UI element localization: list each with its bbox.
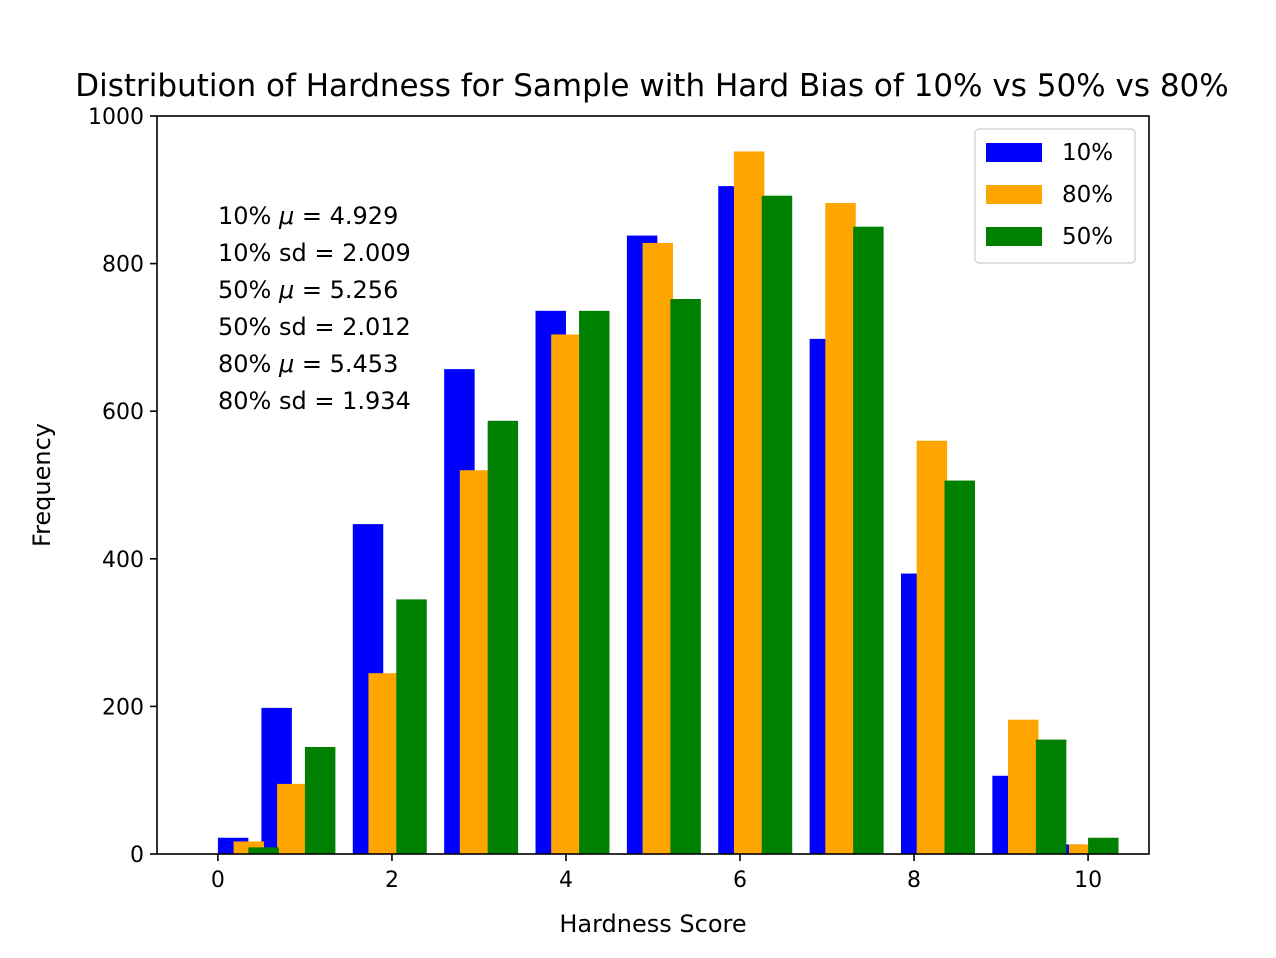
y-tick-label-0: 0 [130, 843, 144, 868]
legend-swatch-0 [986, 143, 1042, 162]
bar-s1-1 [277, 783, 308, 854]
y-tick-label-4: 800 [102, 253, 144, 278]
stat-annotation-3: 50% sd = 2.012 [218, 313, 411, 341]
x-ticks: 0 2 4 6 8 10 [211, 854, 1102, 893]
bar-s2-9 [1035, 739, 1067, 854]
legend-label-2: 50% [1062, 224, 1113, 250]
legend-label-0: 10% [1062, 140, 1113, 166]
x-tick-label-4: 8 [907, 868, 921, 893]
bar-s1-5 [642, 242, 674, 854]
legend-swatch-1 [986, 185, 1042, 204]
stats-annotations: 10% μ = 4.929 10% sd = 2.009 50% μ = 5.256… [218, 202, 411, 415]
bar-s2-2 [396, 599, 427, 854]
bar-s2-8 [944, 480, 975, 854]
x-tick-label-1: 2 [385, 868, 399, 893]
bar-s2-5 [670, 299, 701, 854]
chart-title: Distribution of Hardness for Sample with… [75, 68, 1228, 104]
bar-s2-0 [248, 847, 279, 854]
bar-s1-6 [733, 151, 765, 855]
stat-annotation-0: 10% μ = 4.929 [218, 202, 398, 230]
bar-s1-8 [916, 440, 948, 854]
bar-s1-4 [551, 334, 582, 854]
stat-annotation-5: 80% sd = 1.934 [218, 387, 411, 415]
y-tick-label-2: 400 [102, 548, 144, 573]
stat-annotation-4: 80% μ = 5.453 [218, 350, 398, 378]
x-axis-label: Hardness Score [559, 910, 746, 938]
bar-s1-3 [459, 470, 491, 854]
stat-annotation-2: 50% μ = 5.256 [218, 276, 398, 304]
bars-group [217, 151, 1119, 855]
y-tick-label-5: 1000 [88, 105, 144, 130]
bar-s2-10 [1088, 837, 1119, 854]
legend-swatch-2 [986, 227, 1042, 246]
bar-s2-7 [853, 226, 884, 854]
bar-s2-1 [304, 746, 336, 854]
x-tick-label-3: 6 [733, 868, 747, 893]
x-tick-label-5: 10 [1074, 868, 1102, 893]
y-ticks: 0 200 400 600 800 1000 [88, 105, 157, 868]
x-tick-label-2: 4 [559, 868, 573, 893]
bar-s2-6 [761, 195, 793, 854]
bar-s1-9 [1008, 719, 1039, 854]
bar-s1-7 [825, 203, 856, 854]
bar-s1-2 [368, 673, 399, 854]
bar-s0-10 [1053, 844, 1084, 854]
bar-s2-3 [487, 420, 519, 854]
y-axis-label: Frequency [28, 423, 56, 547]
y-tick-label-3: 600 [102, 400, 144, 425]
bar-s2-4 [579, 310, 610, 855]
legend: 10% 80% 50% [974, 128, 1136, 264]
bar-s1-10 [1068, 844, 1100, 854]
y-tick-label-1: 200 [102, 695, 144, 720]
x-tick-label-0: 0 [211, 868, 225, 893]
plot-frame [156, 115, 1150, 855]
stat-annotation-1: 10% sd = 2.009 [218, 239, 411, 267]
legend-label-1: 80% [1062, 182, 1113, 208]
